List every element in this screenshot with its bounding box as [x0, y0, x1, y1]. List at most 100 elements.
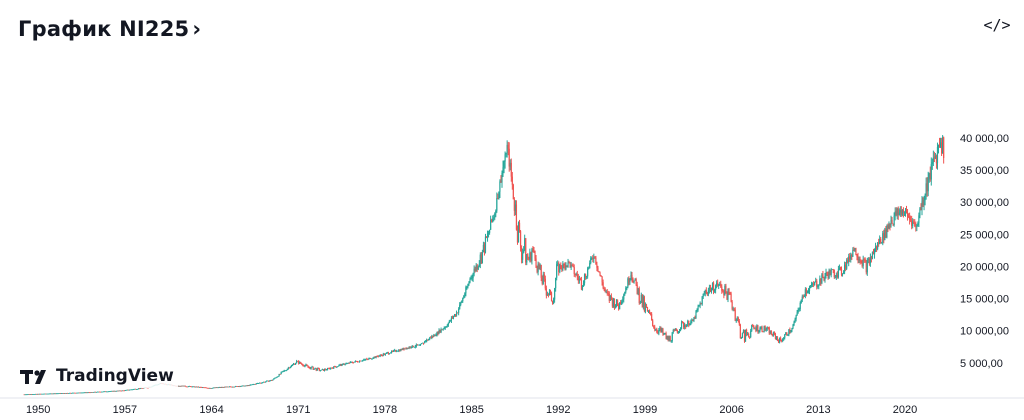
candle-body	[806, 291, 809, 294]
candle-body	[559, 265, 561, 273]
candle-body	[298, 361, 300, 364]
candle-body	[629, 279, 631, 283]
embed-code-icon[interactable]: </>	[983, 16, 1011, 34]
candle-body	[398, 349, 400, 351]
candle-body	[435, 334, 437, 336]
candle-body	[697, 306, 699, 310]
candle-body	[534, 250, 536, 259]
candle-body	[522, 253, 524, 260]
candle-body	[362, 360, 364, 362]
candle-body	[903, 211, 906, 213]
candle-body	[472, 273, 474, 279]
candle-body	[510, 162, 512, 177]
candle-body	[39, 393, 41, 395]
candle-body	[255, 383, 257, 385]
y-tick-label: 35 000,00	[960, 165, 1009, 177]
candle-body	[110, 390, 112, 392]
candle-body	[482, 244, 485, 253]
candle-body	[468, 282, 470, 285]
candle-body	[672, 329, 674, 333]
candle-body	[224, 386, 227, 388]
candle-body	[212, 387, 214, 389]
candle-body	[368, 358, 370, 360]
candle-body	[758, 331, 760, 332]
candle-body	[228, 386, 231, 388]
candle-body	[589, 263, 591, 269]
candle-body	[415, 344, 417, 347]
candle-body	[396, 351, 398, 352]
candle-body	[291, 364, 294, 366]
candle-body	[485, 236, 488, 238]
candle-body	[931, 162, 933, 165]
candle-body	[281, 371, 283, 373]
candle-body	[189, 386, 191, 387]
candle-body	[185, 386, 187, 388]
candle-body	[868, 258, 870, 264]
candle-body	[245, 385, 247, 387]
candle-body	[698, 305, 700, 307]
candle-body	[555, 277, 557, 289]
candle-body	[347, 362, 349, 364]
chart-title[interactable]: График NI225	[18, 17, 190, 41]
candle-body	[537, 263, 539, 272]
candle-body	[43, 393, 45, 395]
candle-body	[187, 386, 189, 388]
y-tick-label: 40 000,00	[960, 133, 1009, 145]
candle-body	[227, 386, 230, 388]
candle-body	[460, 302, 462, 305]
candle-body	[315, 368, 317, 371]
candle-body	[733, 308, 735, 310]
candle-body	[219, 387, 221, 388]
candle-body	[448, 320, 450, 323]
chevron-right-icon[interactable]: ›	[192, 17, 202, 41]
chart-title-link[interactable]: График NI225 ›	[18, 17, 201, 41]
candle-body	[794, 319, 796, 322]
candle-body	[410, 347, 412, 349]
candle-body	[430, 337, 432, 339]
candle-body	[592, 258, 594, 259]
candle-body	[28, 394, 30, 396]
candle-body	[322, 369, 325, 371]
candle-body	[276, 376, 278, 378]
candle-body	[531, 249, 533, 261]
candle-body	[120, 390, 122, 392]
candle-body	[283, 370, 285, 372]
x-tick-label: 1964	[199, 404, 223, 416]
candle-body	[450, 318, 453, 321]
candle-body	[938, 144, 941, 147]
candle-body	[673, 329, 675, 331]
candle-body	[194, 386, 197, 388]
candle-body	[619, 302, 621, 310]
candle-body	[376, 356, 378, 357]
candle-body	[249, 384, 251, 386]
candle-body	[860, 260, 862, 262]
candle-body	[892, 223, 894, 225]
candle-body	[774, 334, 777, 340]
candle-body	[383, 354, 385, 355]
candle-body	[792, 324, 794, 329]
candle-body	[494, 213, 496, 218]
candle-body	[831, 269, 833, 271]
candle-body	[926, 183, 928, 192]
candle-body	[869, 257, 871, 264]
candle-body	[716, 282, 718, 286]
candle-body	[791, 328, 793, 331]
candle-body	[350, 362, 352, 363]
tradingview-logo[interactable]: TradingView	[18, 364, 178, 388]
candle-body	[437, 331, 439, 334]
candle-body	[790, 330, 792, 332]
candle-body	[653, 326, 655, 328]
candle-body	[232, 386, 234, 388]
candle-body	[44, 393, 46, 395]
candle-body	[462, 297, 464, 302]
candle-body	[567, 262, 569, 267]
candle-body	[72, 392, 74, 394]
candle-body	[533, 250, 535, 252]
candle-body	[76, 392, 78, 394]
candle-body	[683, 323, 685, 328]
candle-body	[767, 327, 769, 328]
candle-body	[446, 325, 448, 327]
candle-body	[639, 302, 641, 304]
candle-body	[605, 291, 607, 293]
